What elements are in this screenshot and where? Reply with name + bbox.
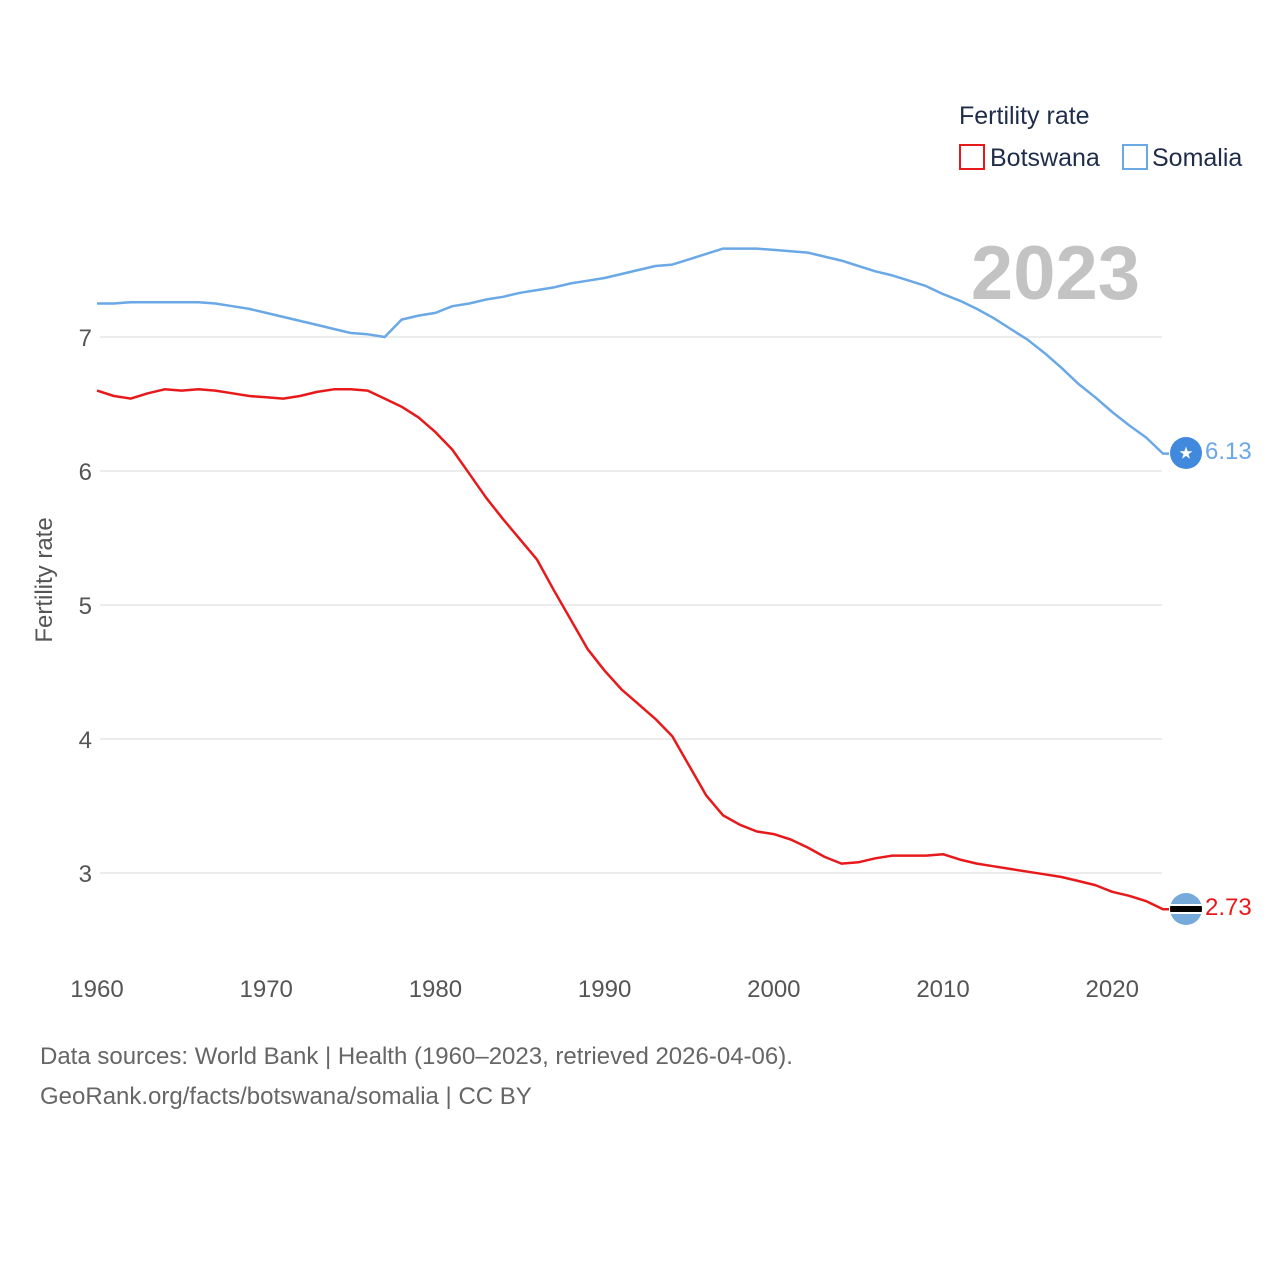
y-tick-label: 7 (79, 325, 92, 352)
series-lines (96, 247, 1169, 911)
y-axis-ticks: 3 4 5 6 7 (79, 325, 92, 888)
y-axis-title: Fertility rate (31, 517, 58, 642)
legend-swatch-somalia[interactable] (1122, 144, 1148, 170)
y-tick-label: 3 (79, 861, 92, 888)
x-tick-label: 2010 (916, 976, 969, 1003)
grid-lines (100, 336, 1162, 874)
x-tick-label: 1970 (240, 976, 293, 1003)
legend-label-botswana[interactable]: Botswana (990, 144, 1100, 172)
y-tick-label: 4 (79, 727, 92, 754)
x-tick-label: 1960 (70, 976, 123, 1003)
series-line-botswana[interactable] (96, 388, 1169, 911)
credit-link[interactable]: GeoRank.org/facts/botswana/somalia | CC … (40, 1083, 532, 1110)
x-tick-label: 1980 (409, 976, 462, 1003)
source-note: Data sources: World Bank | Health (1960–… (40, 1043, 793, 1070)
legend: Fertility rate Botswana Somalia (959, 102, 1242, 172)
x-tick-label: 2000 (747, 976, 800, 1003)
series-line-somalia[interactable] (97, 247, 1169, 455)
end-value-label-somalia: 6.13 (1205, 438, 1252, 465)
x-tick-label: 2020 (1086, 976, 1139, 1003)
legend-label-somalia[interactable]: Somalia (1152, 144, 1242, 172)
year-label: 2023 (971, 231, 1140, 316)
legend-swatch-botswana[interactable] (959, 144, 985, 170)
botswana-flag-icon (1170, 893, 1202, 925)
x-axis-ticks: 1960 1970 1980 1990 2000 2010 2020 (70, 976, 1139, 1003)
y-tick-label: 5 (79, 593, 92, 620)
end-value-label-botswana: 2.73 (1205, 894, 1252, 921)
somalia-flag-icon (1170, 437, 1202, 469)
legend-title: Fertility rate (959, 102, 1090, 130)
y-tick-label: 6 (79, 459, 92, 486)
x-tick-label: 1990 (578, 976, 631, 1003)
